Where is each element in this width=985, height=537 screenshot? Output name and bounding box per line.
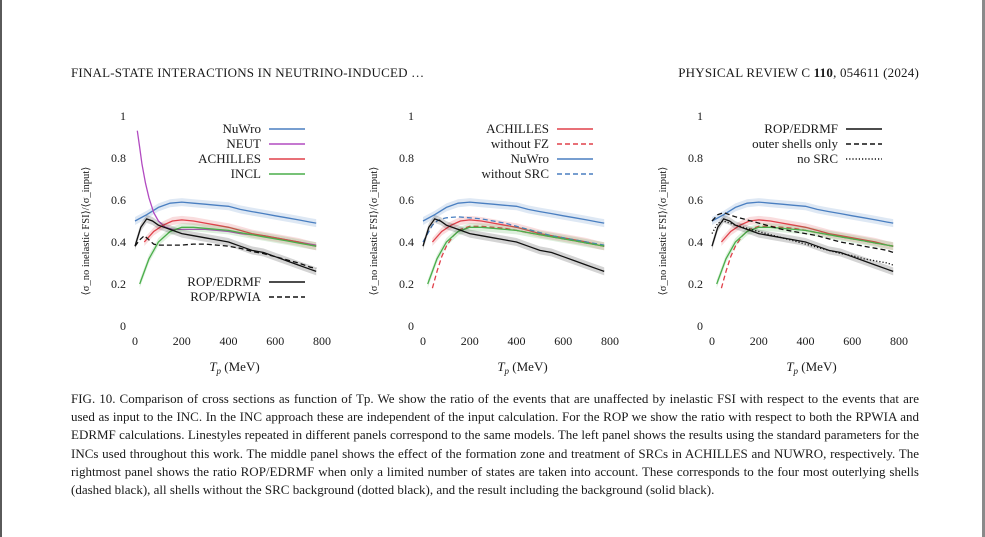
y-tick-label: 1 bbox=[120, 109, 126, 123]
y-tick-label: 1 bbox=[697, 109, 703, 123]
legend-label: without FZ bbox=[491, 136, 549, 151]
x-tick-label: 0 bbox=[709, 334, 715, 348]
x-tick-label: 0 bbox=[420, 334, 426, 348]
series-line bbox=[134, 201, 317, 224]
page-edge-right bbox=[982, 0, 985, 537]
series-band bbox=[135, 214, 317, 276]
series-band bbox=[716, 223, 894, 288]
legend-label: ACHILLES bbox=[486, 121, 549, 136]
x-tick-label: 400 bbox=[797, 334, 815, 348]
running-head-citation: PHYSICAL REVIEW C 110, 054611 (2024) bbox=[678, 65, 919, 81]
chart-panel-left: 0 0.2 0.4 0.6 0.8 1 0 200 400 600 800 Tp (MeV) ⟨σ_no… bbox=[81, 109, 331, 376]
figure-caption: FIG. 10. Comparison of cross sections as … bbox=[71, 390, 919, 499]
series-band bbox=[423, 214, 605, 276]
legend-label: ROP/EDRMF bbox=[764, 121, 838, 136]
x-tick-label: 200 bbox=[173, 334, 191, 348]
y-axis-title: ⟨σ_no inelastic FSI⟩/⟨σ_input⟩ bbox=[658, 167, 669, 296]
page-edge-left bbox=[0, 0, 2, 537]
y-tick-label: 0.2 bbox=[399, 277, 414, 291]
y-axis-title: ⟨σ_no inelastic FSI⟩/⟨σ_input⟩ bbox=[81, 167, 92, 296]
x-tick-label: 600 bbox=[554, 334, 572, 348]
y-tick-label: 0.4 bbox=[399, 235, 414, 249]
series-line bbox=[422, 201, 605, 224]
caption-label: FIG. 10. bbox=[71, 391, 116, 406]
y-tick-label: 0.8 bbox=[688, 151, 703, 165]
series-line bbox=[711, 220, 894, 266]
series-line bbox=[711, 201, 894, 224]
series-band bbox=[139, 223, 317, 288]
chart-panel-middle: 0 0.2 0.4 0.6 0.8 1 0 200 400 600 800 Tp (MeV) ⟨σ_no… bbox=[369, 109, 619, 376]
journal-volume: 110 bbox=[813, 65, 834, 80]
x-tick-label: 200 bbox=[750, 334, 768, 348]
y-tick-label: 0.2 bbox=[111, 277, 126, 291]
chart-panel-right: 0 0.2 0.4 0.6 0.8 1 0 200 400 600 800 Tp (MeV) ⟨σ_no… bbox=[658, 109, 908, 376]
series-band bbox=[135, 198, 317, 228]
y-tick-label: 0 bbox=[697, 319, 703, 333]
running-head-title: FINAL-STATE INTERACTIONS IN NEUTRINO-IND… bbox=[71, 65, 425, 80]
x-tick-label: 800 bbox=[601, 334, 619, 348]
legend-label: outer shells only bbox=[752, 136, 838, 151]
figure-10: 0 0.2 0.4 0.6 0.8 1 0 200 400 600 800 Tp (MeV) ⟨σ_no… bbox=[81, 109, 908, 376]
x-tick-label: 800 bbox=[313, 334, 331, 348]
x-axis-title: Tp (MeV) bbox=[786, 359, 836, 376]
y-tick-label: 0.8 bbox=[111, 151, 126, 165]
series-line bbox=[134, 234, 317, 269]
series-band bbox=[423, 198, 605, 228]
x-tick-label: 400 bbox=[508, 334, 526, 348]
series-line bbox=[716, 226, 894, 285]
series-line bbox=[139, 226, 317, 285]
x-tick-label: 400 bbox=[220, 334, 238, 348]
legend-label: INCL bbox=[231, 166, 261, 181]
x-tick-label: 0 bbox=[132, 334, 138, 348]
series-line bbox=[427, 226, 605, 285]
series-band bbox=[712, 214, 894, 276]
x-tick-label: 600 bbox=[266, 334, 284, 348]
legend-label: NuWro bbox=[223, 121, 261, 136]
x-tick-label: 800 bbox=[890, 334, 908, 348]
legend-label: ROP/RPWIA bbox=[190, 289, 261, 304]
y-tick-label: 0.4 bbox=[111, 235, 126, 249]
series-line bbox=[711, 211, 894, 254]
y-tick-label: 0 bbox=[120, 319, 126, 333]
x-tick-label: 600 bbox=[843, 334, 861, 348]
legend-label: NuWro bbox=[511, 151, 549, 166]
x-tick-label: 200 bbox=[461, 334, 479, 348]
y-tick-label: 0 bbox=[408, 319, 414, 333]
legend-label: ROP/EDRMF bbox=[187, 274, 261, 289]
legend-label: no SRC bbox=[797, 151, 838, 166]
series-line bbox=[143, 219, 317, 247]
journal-name: PHYSICAL REVIEW C bbox=[678, 65, 814, 80]
x-axis-title: Tp (MeV) bbox=[497, 359, 547, 376]
article-number: , 054611 (2024) bbox=[833, 65, 919, 80]
y-tick-label: 1 bbox=[408, 109, 414, 123]
legend-label: NEUT bbox=[226, 136, 261, 151]
series-line bbox=[431, 225, 605, 289]
y-axis-title: ⟨σ_no inelastic FSI⟩/⟨σ_input⟩ bbox=[369, 167, 380, 296]
y-tick-label: 0.2 bbox=[688, 277, 703, 291]
x-axis-title: Tp (MeV) bbox=[209, 359, 259, 376]
series-line bbox=[720, 219, 894, 247]
legend-label: without SRC bbox=[481, 166, 549, 181]
series-band bbox=[427, 223, 605, 288]
caption-text: Comparison of cross sections as function… bbox=[71, 391, 919, 498]
y-tick-label: 0.6 bbox=[111, 193, 126, 207]
y-tick-label: 0.6 bbox=[399, 193, 414, 207]
legend-label: ACHILLES bbox=[198, 151, 261, 166]
y-tick-label: 0.6 bbox=[688, 193, 703, 207]
series-line bbox=[711, 218, 894, 273]
y-tick-label: 0.4 bbox=[688, 235, 703, 249]
series-line bbox=[422, 218, 605, 273]
series-line bbox=[720, 225, 894, 289]
series-line bbox=[134, 218, 317, 273]
series-band bbox=[712, 198, 894, 228]
y-tick-label: 0.8 bbox=[399, 151, 414, 165]
